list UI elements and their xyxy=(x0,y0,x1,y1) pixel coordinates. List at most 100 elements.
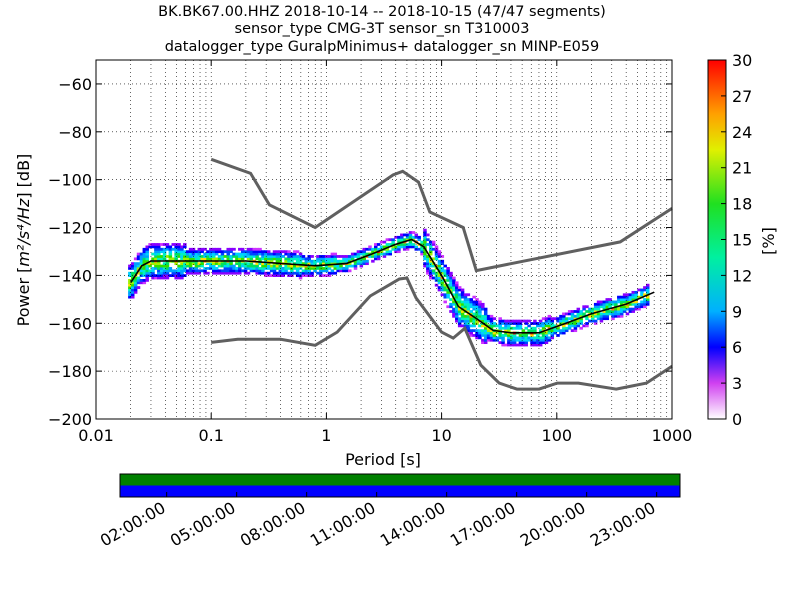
density-cell xyxy=(200,247,204,251)
density-cell xyxy=(336,259,340,263)
density-cell xyxy=(226,252,230,256)
density-cell xyxy=(339,269,343,273)
density-cell xyxy=(478,314,482,318)
density-cell xyxy=(200,262,204,266)
density-cell xyxy=(596,305,601,309)
density-cell xyxy=(402,238,407,242)
density-cell xyxy=(333,264,338,268)
plot-area: 0.01 0.1 1 10 100 1000 −200−180−160−140−120−1… xyxy=(48,59,692,445)
density-cell xyxy=(269,264,274,268)
density-cell xyxy=(264,274,268,277)
density-cell xyxy=(617,300,621,304)
density-cell xyxy=(518,326,523,330)
density-cell xyxy=(293,250,297,254)
density-cell xyxy=(209,262,213,266)
density-cell xyxy=(255,247,259,251)
density-cell xyxy=(180,252,184,256)
density-cell xyxy=(321,255,326,258)
colorbar-tick-label: 6 xyxy=(732,338,742,357)
density-cell xyxy=(226,271,230,275)
density-cell xyxy=(287,250,291,254)
density-cell xyxy=(347,257,352,261)
density-cell xyxy=(136,262,141,266)
density-cell xyxy=(180,276,184,280)
density-cell xyxy=(426,255,430,258)
density-cell xyxy=(605,317,609,321)
density-cell xyxy=(463,295,468,299)
density-cell xyxy=(220,252,225,256)
density-cell xyxy=(440,267,445,270)
density-cell xyxy=(449,288,453,292)
density-cell xyxy=(275,267,280,270)
density-cell xyxy=(183,267,187,270)
density-cell xyxy=(562,317,566,321)
density-cell xyxy=(634,290,638,294)
density-cell xyxy=(631,290,636,294)
density-cell xyxy=(330,255,335,258)
density-cell xyxy=(191,252,196,256)
density-cell xyxy=(562,326,566,330)
density-cell xyxy=(617,314,621,318)
density-cell xyxy=(469,305,473,309)
density-cell xyxy=(180,269,184,273)
density-cell xyxy=(530,338,534,342)
density-cell xyxy=(602,305,607,309)
density-cell xyxy=(359,264,364,268)
density-cell xyxy=(452,286,456,289)
density-cell xyxy=(275,250,280,254)
density-cell xyxy=(495,331,500,335)
density-cell xyxy=(582,324,586,328)
density-cell xyxy=(304,269,309,273)
density-cell xyxy=(264,264,268,268)
density-cell xyxy=(481,302,485,306)
density-cell xyxy=(504,319,508,323)
density-cell xyxy=(512,341,517,345)
x-tick-label: 10 xyxy=(431,426,451,445)
density-cell xyxy=(197,252,202,256)
density-cell xyxy=(527,329,531,333)
density-cell xyxy=(596,302,601,306)
low-noise-model-line xyxy=(211,276,673,391)
density-cell xyxy=(643,293,647,297)
density-cell xyxy=(261,252,265,256)
density-cell xyxy=(489,336,494,340)
density-cell xyxy=(128,286,132,289)
density-cell xyxy=(243,252,248,256)
density-cell xyxy=(628,307,633,311)
density-cell xyxy=(197,262,202,266)
density-cell xyxy=(272,274,277,277)
density-cell xyxy=(426,264,430,268)
density-cell xyxy=(243,271,248,275)
density-cell xyxy=(359,252,364,256)
density-cell xyxy=(324,274,329,277)
density-cell xyxy=(347,255,352,258)
density-cell xyxy=(429,276,433,280)
density-cell xyxy=(145,278,149,282)
density-cell xyxy=(293,255,297,258)
density-cell xyxy=(582,307,586,311)
density-cell xyxy=(304,267,309,270)
density-cell xyxy=(177,247,181,251)
density-cell xyxy=(608,310,612,313)
density-cell xyxy=(576,312,581,316)
density-cell xyxy=(397,240,401,244)
density-cell xyxy=(142,271,147,275)
density-cell xyxy=(544,324,549,328)
y-axis-label-prefix: Power [ xyxy=(14,267,33,327)
y-tick-label: −180 xyxy=(48,362,92,381)
density-cell xyxy=(183,245,187,249)
density-cell xyxy=(469,329,473,333)
density-cell xyxy=(376,255,381,258)
density-cell xyxy=(515,326,520,330)
density-cell xyxy=(180,255,184,258)
density-cell xyxy=(495,324,500,328)
density-cell xyxy=(310,255,314,258)
density-cell xyxy=(429,259,433,263)
density-cell xyxy=(371,250,375,254)
density-cell xyxy=(640,288,644,292)
time-tick-label: 02:00:00 xyxy=(97,498,169,550)
density-cell xyxy=(452,288,456,292)
density-cell xyxy=(131,267,135,270)
density-cell xyxy=(212,267,216,270)
density-cell xyxy=(463,324,468,328)
